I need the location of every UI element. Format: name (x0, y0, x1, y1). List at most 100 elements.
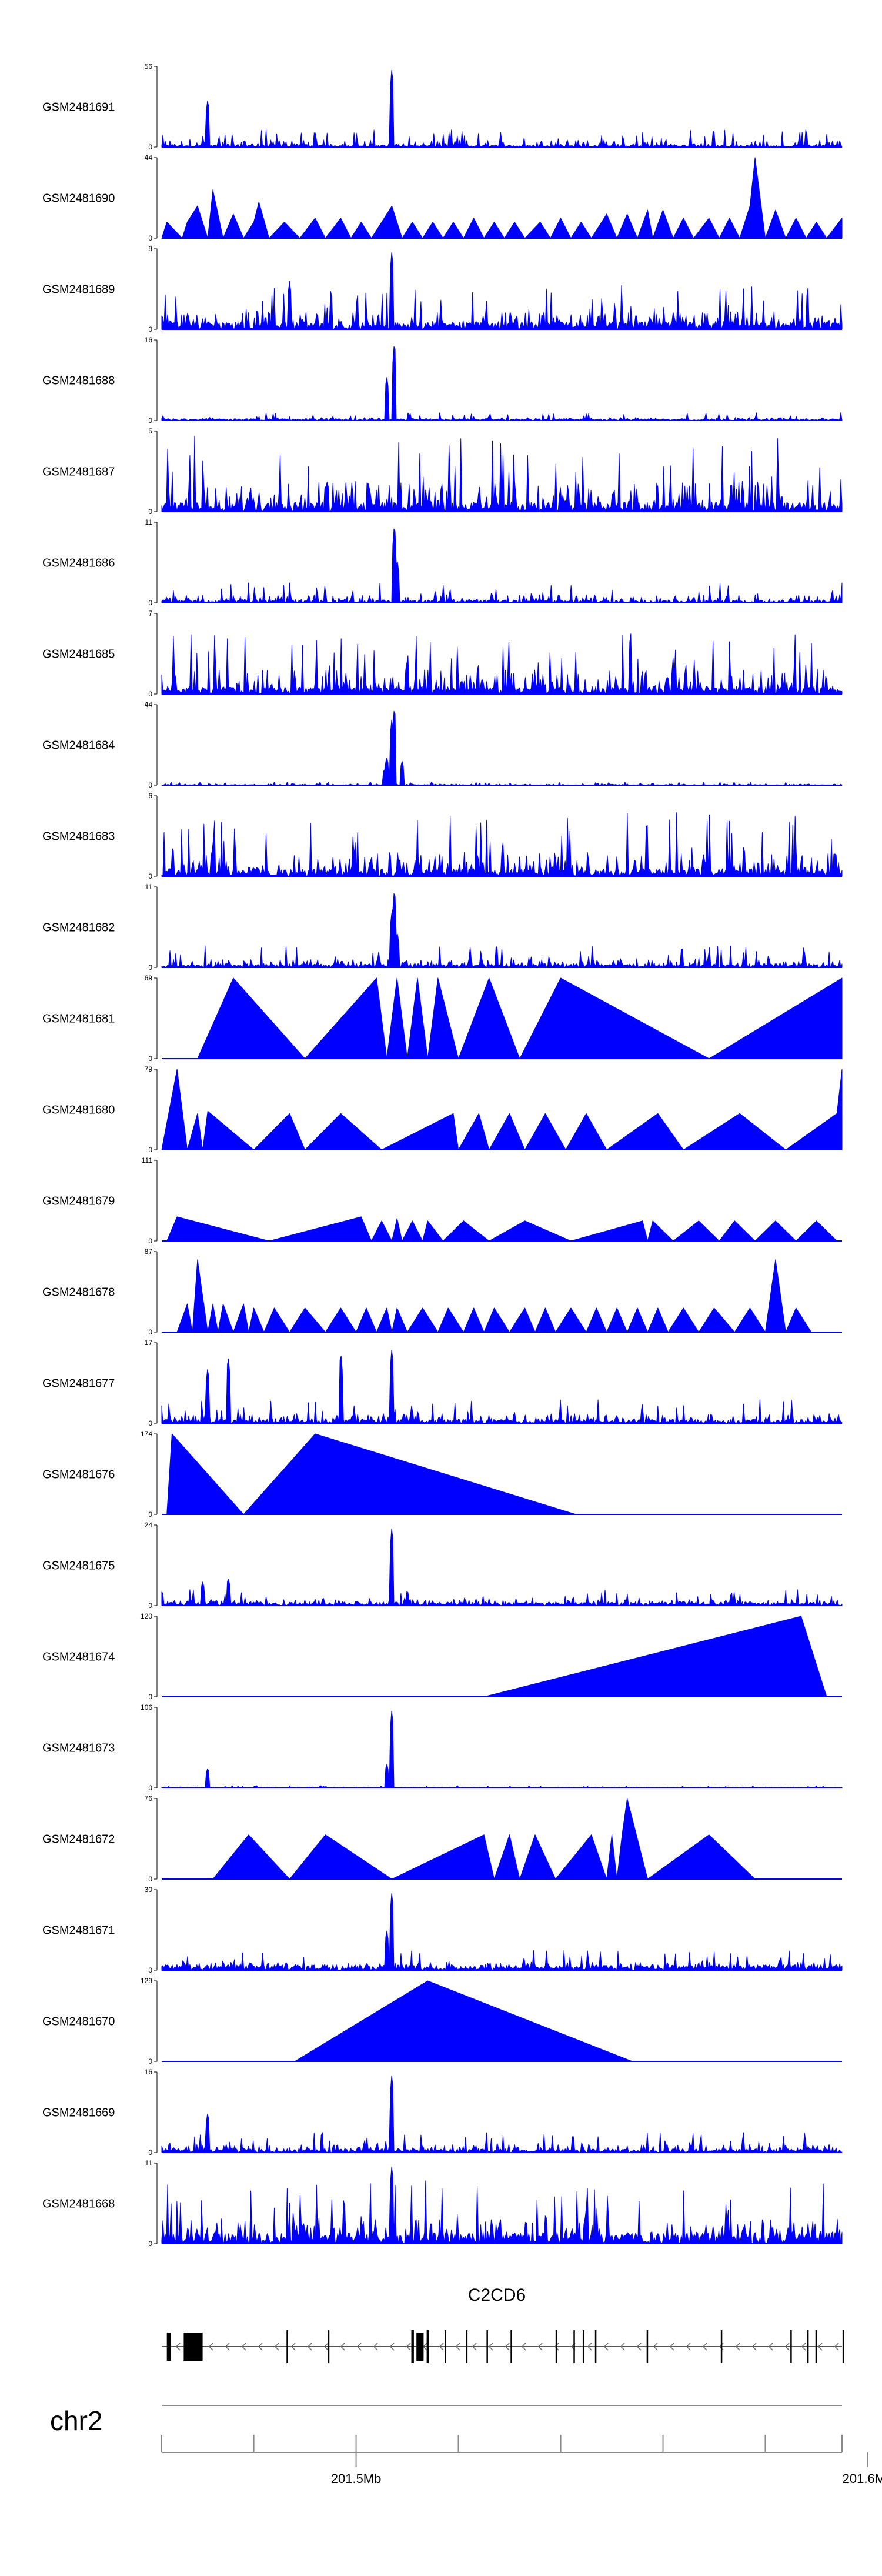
track-label: GSM2481689 (42, 283, 115, 296)
strand-arrow-icon (439, 2343, 444, 2351)
genome-axis: chr2 201.5Mb 201.6Mb (50, 2405, 882, 2486)
coverage-area (161, 1711, 843, 1788)
track-label: GSM2481679 (42, 1195, 115, 1208)
track-ymax-label: 11 (145, 518, 153, 526)
track-GSM2481688: GSM2481688 16 0 (42, 336, 843, 425)
gene-exon (183, 2333, 203, 2361)
track-zero-label: 0 (148, 1237, 152, 1245)
track-label: GSM2481687 (42, 466, 115, 479)
coverage-area (166, 1216, 837, 1242)
strand-arrow-icon (505, 2343, 510, 2351)
coverage-area (161, 252, 843, 330)
coverage-area (197, 977, 843, 1059)
strand-arrow-icon (834, 2343, 839, 2351)
track-ymax-label: 11 (145, 2159, 153, 2167)
track-ymax-label: 44 (145, 700, 153, 709)
coverage-area (161, 2076, 843, 2153)
track-ymax-label: 9 (148, 245, 152, 253)
track-ymax-label: 6 (148, 792, 152, 800)
track-GSM2481680: GSM2481680 79 0 (42, 1065, 843, 1154)
coverage-area (161, 710, 843, 786)
track-ymax-label: 87 (145, 1247, 153, 1256)
track-ymax-label: 129 (141, 1977, 152, 1985)
strand-arrow-icon (373, 2343, 378, 2351)
strand-arrow-icon (406, 2343, 411, 2351)
track-zero-label: 0 (148, 1966, 152, 1974)
track-label: GSM2481682 (42, 922, 115, 935)
gene-exon (510, 2330, 512, 2363)
track-ymax-label: 17 (145, 1339, 153, 1347)
track-zero-label: 0 (148, 1510, 152, 1519)
coverage-area (161, 528, 843, 603)
coverage-area (161, 1350, 843, 1424)
track-label: GSM2481690 (42, 192, 115, 205)
coverage-area (212, 1798, 756, 1880)
strand-arrow-icon (735, 2343, 740, 2351)
gene-exon (646, 2330, 649, 2363)
track-ymax-label: 111 (142, 1156, 153, 1164)
track-label: GSM2481676 (42, 1469, 115, 1481)
track-GSM2481668: GSM2481668 11 0 (42, 2159, 843, 2248)
track-label: GSM2481688 (42, 375, 115, 388)
strand-arrow-icon (241, 2343, 246, 2351)
coverage-area (161, 436, 843, 512)
gene-exon (815, 2330, 817, 2363)
strand-arrow-icon (537, 2343, 543, 2351)
gene-name-label: C2CD6 (468, 2285, 526, 2305)
track-zero-label: 0 (148, 1328, 152, 1336)
track-ymax-label: 44 (145, 154, 153, 162)
coverage-area (161, 70, 843, 148)
track-zero-label: 0 (148, 599, 152, 607)
chromosome-label: chr2 (50, 2405, 102, 2436)
strand-arrow-icon (356, 2343, 362, 2351)
track-ymax-label: 174 (141, 1430, 152, 1438)
track-zero-label: 0 (148, 781, 152, 789)
coverage-area (161, 633, 843, 695)
track-ymax-label: 120 (141, 1612, 152, 1620)
track-ymax-label: 24 (145, 1521, 153, 1529)
coverage-tracks: GSM2481691560GSM2481690440GSM248168990GS… (42, 62, 843, 2248)
track-GSM2481686: GSM2481686 11 0 (42, 518, 843, 607)
gene-track: C2CD6 (162, 2285, 844, 2363)
track-ymax-label: 16 (145, 2068, 153, 2076)
strand-arrow-icon (340, 2343, 345, 2351)
track-zero-label: 0 (148, 2148, 152, 2157)
track-zero-label: 0 (148, 1784, 152, 1792)
gene-exon (582, 2330, 584, 2363)
gene-exon (166, 2333, 171, 2361)
track-ymax-label: 11 (145, 883, 153, 891)
axis-tick-label: 201.6Mb (843, 2471, 882, 2486)
strand-arrow-icon (702, 2343, 707, 2351)
track-label: GSM2481677 (42, 1377, 115, 1390)
strand-arrow-icon (751, 2343, 757, 2351)
track-zero-label: 0 (148, 325, 152, 333)
track-zero-label: 0 (148, 690, 152, 698)
coverage-area (161, 1529, 843, 1606)
track-label: GSM2481673 (42, 1742, 115, 1755)
track-label: GSM2481680 (42, 1104, 115, 1117)
track-GSM2481677: GSM2481677 17 0 (42, 1339, 843, 1427)
track-label: GSM2481671 (42, 1924, 115, 1937)
strand-arrow-icon (323, 2343, 329, 2351)
track-GSM2481674: GSM2481674 120 0 (42, 1612, 842, 1701)
track-ymax-label: 5 (148, 427, 152, 435)
strand-arrow-icon (603, 2343, 609, 2351)
gene-exon (555, 2330, 557, 2363)
gene-exon (790, 2330, 792, 2363)
track-GSM2481672: GSM2481672 76 0 (42, 1794, 842, 1883)
strand-arrow-icon (472, 2343, 477, 2351)
track-label: GSM2481691 (42, 101, 115, 114)
track-ymax-label: 106 (141, 1703, 152, 1711)
track-ymax-label: 16 (145, 336, 153, 344)
gene-exon (426, 2330, 429, 2363)
track-zero-label: 0 (148, 416, 152, 425)
track-ymax-label: 69 (145, 974, 153, 982)
track-GSM2481682: GSM2481682 11 0 (42, 883, 843, 972)
strand-arrow-icon (225, 2343, 230, 2351)
coverage-area (161, 1069, 843, 1150)
gene-exon (416, 2333, 424, 2361)
track-label: GSM2481669 (42, 2107, 115, 2120)
track-GSM2481681: GSM2481681 69 0 (42, 974, 843, 1063)
strand-arrow-icon (307, 2343, 312, 2351)
strand-arrow-icon (175, 2343, 181, 2351)
